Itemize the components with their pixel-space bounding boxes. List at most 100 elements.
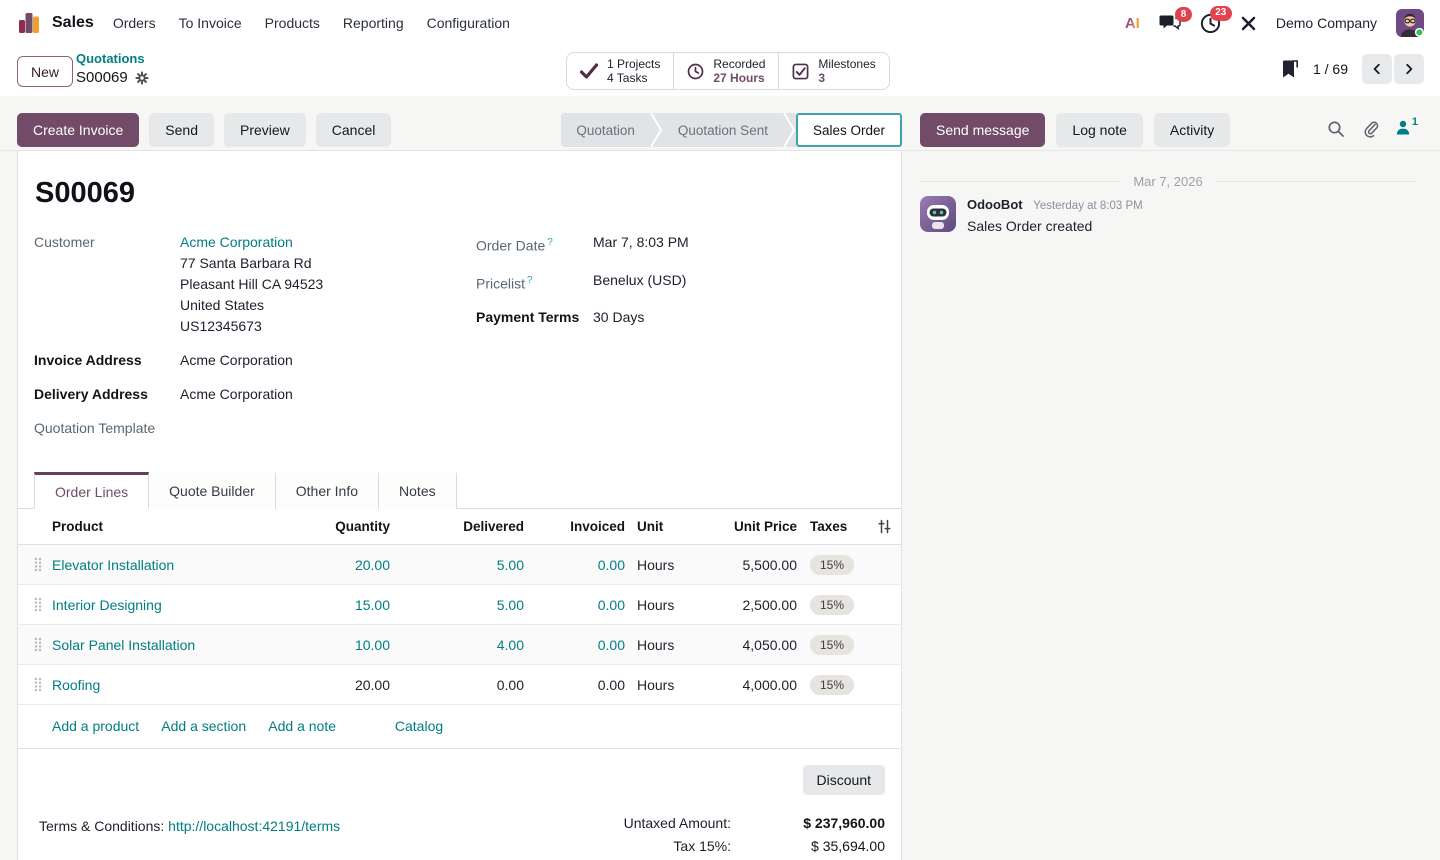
product-cell[interactable]: Roofing — [52, 676, 101, 693]
add-section-link[interactable]: Add a section — [161, 718, 247, 734]
send-button[interactable]: Send — [149, 113, 214, 147]
optional-columns-icon[interactable] — [867, 519, 901, 534]
tax-badge[interactable]: 15% — [810, 674, 855, 695]
log-note-button[interactable]: Log note — [1056, 113, 1143, 147]
unit-cell[interactable]: Hours — [637, 596, 675, 613]
preview-button[interactable]: Preview — [223, 113, 306, 147]
order-date-value[interactable]: Mar 7, 8:03 PM — [593, 234, 689, 250]
status-step-quotation-sent[interactable]: Quotation Sent — [662, 113, 783, 147]
menu-orders[interactable]: Orders — [112, 15, 156, 31]
terms-link[interactable]: http://localhost:42191/terms — [168, 818, 341, 834]
product-cell[interactable]: Interior Designing — [52, 596, 162, 613]
tab-quote-builder[interactable]: Quote Builder — [149, 472, 276, 509]
apps-menu-button[interactable]: Sales — [16, 10, 94, 36]
app-name: Sales — [52, 14, 94, 31]
create-invoice-button[interactable]: Create Invoice — [17, 113, 140, 147]
attachments-icon[interactable] — [1362, 120, 1379, 138]
unit-price-cell[interactable]: 4,050.00 — [742, 636, 798, 653]
cancel-button[interactable]: Cancel — [315, 113, 392, 147]
pricelist-value[interactable]: Benelux (USD) — [593, 271, 687, 288]
payment-terms-value[interactable]: 30 Days — [593, 309, 645, 326]
field-delivery-address: Delivery Address Acme Corporation — [34, 384, 476, 405]
menu-configuration[interactable]: Configuration — [426, 15, 510, 31]
pager-previous-button[interactable] — [1362, 54, 1392, 84]
unit-cell[interactable]: Hours — [637, 676, 675, 693]
milestones-label: Milestones — [818, 57, 876, 71]
quantity-cell[interactable]: 20.00 — [354, 556, 390, 573]
quantity-cell[interactable]: 10.00 — [354, 636, 390, 653]
status-bar: Quotation Quotation Sent Sales Order — [561, 113, 902, 147]
order-lines-header: Product Quantity Delivered Invoiced Unit… — [18, 509, 901, 545]
delivered-cell[interactable]: 0.00 — [496, 676, 524, 693]
invoiced-cell[interactable]: 0.00 — [597, 636, 625, 653]
invoiced-cell[interactable]: 0.00 — [597, 556, 625, 573]
product-cell[interactable]: Elevator Installation — [52, 556, 175, 573]
tab-order-lines[interactable]: Order Lines — [34, 472, 150, 509]
drag-handle-icon[interactable] — [34, 557, 52, 572]
followers-icon[interactable]: 1 — [1396, 116, 1418, 135]
new-button[interactable]: New — [17, 56, 74, 87]
date-divider: Mar 7, 2026 — [920, 174, 1416, 189]
unit-price-cell[interactable]: 4,000.00 — [742, 676, 798, 693]
unit-price-cell[interactable]: 5,500.00 — [742, 556, 798, 573]
invoice-address-value[interactable]: Acme Corporation — [180, 352, 293, 368]
delivered-cell[interactable]: 4.00 — [496, 636, 524, 653]
unit-price-cell[interactable]: 2,500.00 — [742, 596, 798, 613]
pager-count[interactable]: 1 / 69 — [1312, 61, 1348, 77]
smart-button-recorded-hours[interactable]: Recorded 27 Hours — [674, 53, 780, 89]
unit-cell[interactable]: Hours — [637, 636, 675, 653]
search-icon — [1328, 121, 1344, 137]
invoiced-cell[interactable]: 0.00 — [597, 596, 625, 613]
quantity-cell[interactable]: 15.00 — [354, 596, 390, 613]
messages-icon[interactable]: 8 — [1159, 7, 1192, 32]
menu-to-invoice[interactable]: To Invoice — [178, 15, 242, 31]
drag-handle-icon[interactable] — [34, 597, 52, 612]
tax-badge[interactable]: 15% — [810, 554, 855, 575]
customer-address-line: United States — [180, 297, 265, 313]
ai-assistant-icon[interactable]: AI — [1124, 14, 1140, 32]
tab-other-info[interactable]: Other Info — [275, 472, 380, 509]
tax-badge[interactable]: 15% — [810, 594, 855, 615]
catalog-link[interactable]: Catalog — [394, 718, 444, 734]
terms-and-totals: Terms & Conditions: http://localhost:421… — [34, 815, 885, 860]
invoiced-cell[interactable]: 0.00 — [597, 676, 625, 693]
product-cell[interactable]: Solar Panel Installation — [52, 636, 196, 653]
tax-badge[interactable]: 15% — [810, 634, 855, 655]
send-message-button[interactable]: Send message — [920, 113, 1046, 147]
smart-button-projects[interactable]: 1 Projects 4 Tasks — [567, 53, 675, 89]
delivered-cell[interactable]: 5.00 — [496, 596, 524, 613]
company-switcher[interactable]: Demo Company — [1275, 15, 1377, 31]
pager-next-button[interactable] — [1394, 54, 1424, 84]
drag-handle-icon[interactable] — [34, 637, 52, 652]
discount-button[interactable]: Discount — [802, 765, 885, 795]
bookmark-icon[interactable] — [1281, 59, 1299, 79]
delivery-address-value[interactable]: Acme Corporation — [180, 386, 293, 402]
breadcrumb-quotations[interactable]: Quotations — [76, 51, 145, 66]
customer-address-line: US12345673 — [180, 318, 262, 334]
quantity-cell[interactable]: 20.00 — [354, 676, 390, 693]
timesheet-clock-icon — [688, 63, 704, 79]
activities-badge: 23 — [1209, 5, 1232, 21]
menu-products[interactable]: Products — [264, 15, 320, 31]
add-product-link[interactable]: Add a product — [52, 718, 140, 734]
debug-tools-icon[interactable] — [1240, 15, 1257, 32]
tab-notes[interactable]: Notes — [379, 472, 457, 509]
tax-label: Tax 15%: — [673, 838, 731, 854]
topbar-right-zone: AI 8 23 Demo Company — [1124, 5, 1424, 37]
status-step-quotation[interactable]: Quotation — [561, 113, 650, 147]
menu-reporting[interactable]: Reporting — [342, 15, 404, 31]
activity-button[interactable]: Activity — [1153, 113, 1231, 147]
activities-icon[interactable]: 23 — [1200, 5, 1232, 34]
unit-cell[interactable]: Hours — [637, 556, 675, 573]
chatter-message: OdooBot Yesterday at 8:03 PM Sales Order… — [920, 196, 1416, 237]
drag-handle-icon[interactable] — [34, 677, 52, 692]
search-messages-icon[interactable] — [1327, 120, 1345, 138]
add-note-link[interactable]: Add a note — [268, 718, 336, 734]
status-step-sales-order[interactable]: Sales Order — [795, 113, 902, 147]
user-avatar[interactable] — [1396, 9, 1424, 37]
smart-button-milestones[interactable]: Milestones 3 — [779, 53, 888, 89]
delivered-cell[interactable]: 5.00 — [496, 556, 524, 573]
customer-link[interactable]: Acme Corporation — [180, 234, 293, 250]
order-lines-footer: Add a product Add a section Add a note C… — [18, 705, 901, 749]
record-settings-gear-icon[interactable] — [135, 71, 149, 85]
